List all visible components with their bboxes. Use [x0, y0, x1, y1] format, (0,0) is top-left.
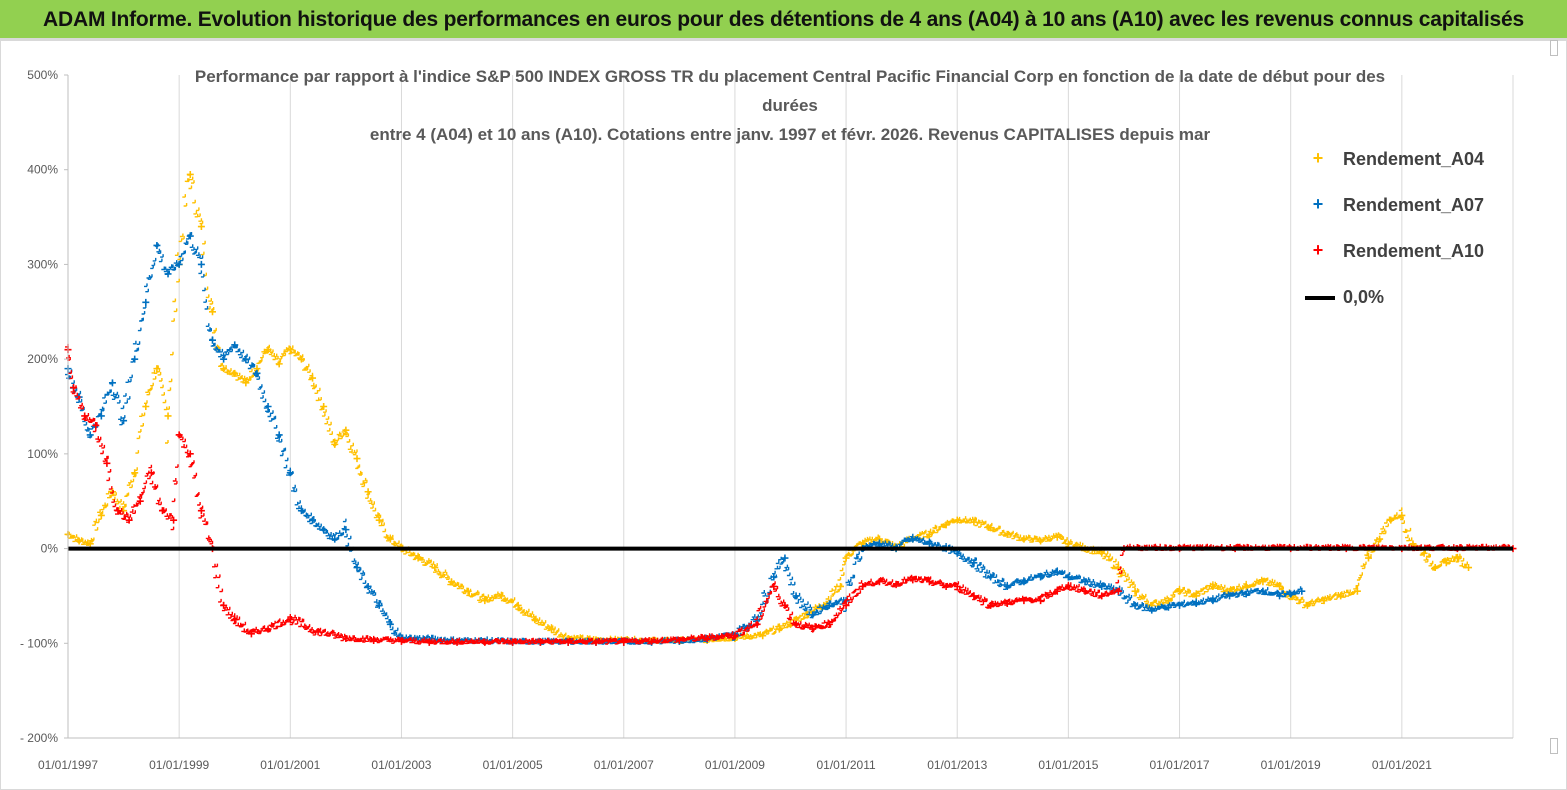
y-tick-label: 200% — [27, 352, 58, 366]
x-tick-label: 01/01/2013 — [927, 758, 987, 772]
x-tick-label: 01/01/2005 — [483, 758, 543, 772]
x-tick-label: 01/01/2007 — [594, 758, 654, 772]
resize-handle-top-right[interactable] — [1550, 40, 1558, 56]
series-rendement-a04 — [64, 170, 1473, 645]
x-tick-label: 01/01/2009 — [705, 758, 765, 772]
x-tick-label: 01/01/2017 — [1150, 758, 1210, 772]
y-tick-label: 300% — [27, 257, 58, 271]
data-point — [170, 516, 178, 524]
series-rendement-a10 — [64, 343, 1517, 646]
y-tick-label: - 200% — [20, 731, 58, 745]
chart-area[interactable] — [0, 40, 1567, 790]
y-tick-label: 500% — [27, 68, 58, 82]
x-tick-label: 01/01/2019 — [1261, 758, 1321, 772]
data-point — [342, 526, 350, 534]
y-tick-label: 400% — [27, 163, 58, 177]
plus-marker-icon: + — [1312, 148, 1324, 168]
chart-title-line-1: Performance par rapport à l'indice S&P 5… — [194, 67, 1386, 86]
y-tick-label: 0% — [41, 542, 59, 556]
data-series — [64, 170, 1517, 646]
grid-lines — [67, 75, 1514, 738]
data-point-cloud — [65, 172, 1468, 644]
chart-title-line-3: entre 4 (A04) et 10 ans (A10). Cotations… — [369, 125, 1211, 144]
x-tick-label: 01/01/2001 — [260, 758, 320, 772]
resize-handle-bottom-right[interactable] — [1550, 738, 1558, 754]
plus-marker-icon: + — [1312, 194, 1324, 214]
line-marker-icon — [1305, 296, 1335, 300]
data-point — [142, 298, 150, 306]
x-tick-label: 01/01/1999 — [149, 758, 209, 772]
chart-title: Performance par rapport à l'indice S&P 5… — [120, 62, 1460, 149]
axes: 01/01/1997 01/01/1999 01/01/2001 01/01/2003… — [20, 68, 1513, 772]
legend-label-a10: Rendement_A10 — [1343, 241, 1485, 261]
x-tick-label: 01/01/2021 — [1372, 758, 1432, 772]
data-point — [197, 260, 205, 268]
y-tick-label: 100% — [27, 447, 58, 461]
x-tick-label: 01/01/1997 — [38, 758, 98, 772]
data-point — [164, 412, 172, 420]
data-point-cloud — [65, 232, 1302, 645]
chart-title-line-2: durées — [762, 96, 818, 115]
data-point — [353, 455, 361, 463]
y-tick-label: - 100% — [20, 636, 58, 650]
x-tick-label: 01/01/2003 — [371, 758, 431, 772]
plus-marker-icon: + — [1312, 240, 1324, 260]
banner-title: ADAM Informe. Evolution historique des p… — [43, 8, 1524, 31]
x-tick-label: 01/01/2011 — [816, 758, 875, 772]
legend-label-a04: Rendement_A04 — [1343, 149, 1485, 169]
x-tick-label: 01/01/2015 — [1038, 758, 1098, 772]
data-point — [103, 459, 111, 467]
data-point — [309, 374, 317, 382]
legend-label-a07: Rendement_A07 — [1343, 195, 1485, 215]
series-rendement-a07 — [64, 232, 1306, 646]
banner — [0, 0, 1567, 40]
legend-label-zero: 0,0% — [1343, 287, 1385, 307]
